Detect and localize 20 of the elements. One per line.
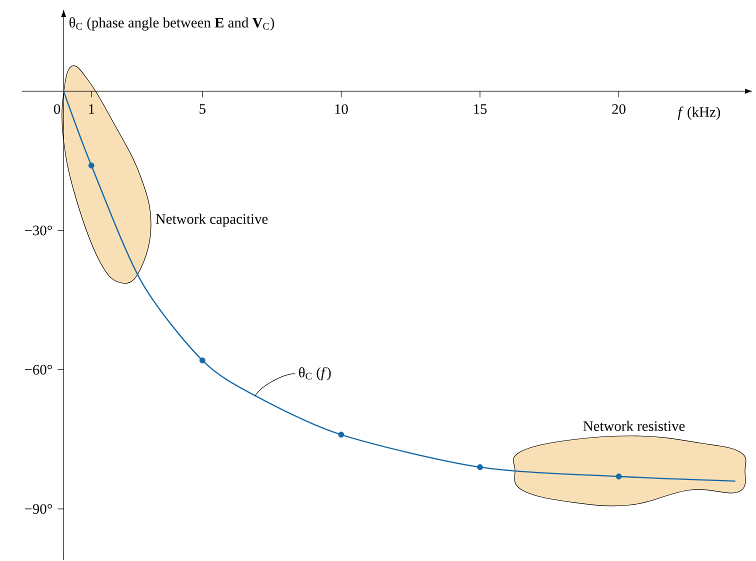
annotation: Network resistive xyxy=(583,420,685,431)
x-tick-label: 1 xyxy=(89,104,94,114)
x-tick-label: 5 xyxy=(200,104,206,114)
x-tick-label: 15 xyxy=(474,104,487,114)
point xyxy=(199,357,206,364)
point xyxy=(616,473,622,480)
annotation: θ$_{C}$ (f) xyxy=(299,367,331,380)
y-tick-label: −60° xyxy=(24,364,52,375)
point xyxy=(88,162,94,168)
x-axis-title: f (kHz) xyxy=(678,106,720,120)
point xyxy=(477,464,483,470)
x-tick-label: 0 xyxy=(54,104,60,114)
y-axis-title: θ$_{C}$ (phase angle between E and V$_{C}$) xyxy=(70,17,274,31)
line-series xyxy=(62,90,736,482)
y-tick-label: −30° xyxy=(24,226,52,236)
y-tick-label: −90° xyxy=(24,504,52,514)
x-tick-label: 10 xyxy=(335,104,348,114)
x-tick-label: 20 xyxy=(612,104,626,114)
annotation: Network capacitive xyxy=(156,214,268,227)
point xyxy=(338,432,344,438)
